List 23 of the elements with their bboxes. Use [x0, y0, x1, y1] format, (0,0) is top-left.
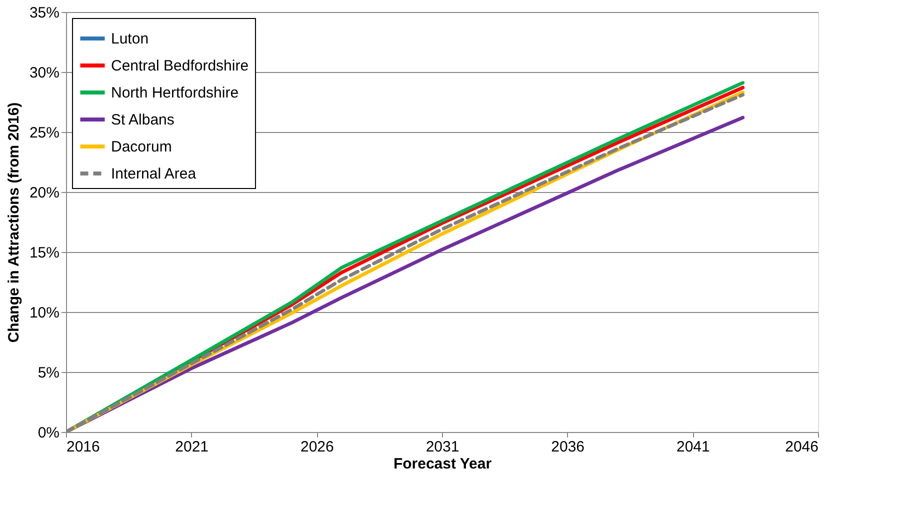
legend-label: North Hertfordshire: [111, 84, 239, 102]
legend-label: Luton: [111, 30, 149, 48]
legend-label: St Albans: [111, 112, 174, 128]
x-tick-label: 2021: [175, 438, 209, 456]
y-tick-label: 35%: [29, 4, 60, 22]
y-tick-label: 25%: [29, 124, 60, 142]
y-tick-label: 30%: [29, 64, 60, 82]
y-tick-label: 5%: [38, 364, 60, 382]
x-tick-label: 2031: [426, 438, 460, 456]
y-tick-label: 0%: [38, 424, 60, 442]
legend-label: Internal Area: [111, 166, 197, 182]
x-tick-label: 2026: [300, 438, 334, 456]
x-tick-label: 2046: [785, 438, 818, 456]
legend-label: Dacorum: [111, 138, 172, 156]
x-axis-title: Forecast Year: [393, 456, 492, 472]
x-tick-label: 2016: [66, 438, 100, 456]
y-tick-label: 20%: [29, 184, 60, 202]
legend-label: Central Bedfordshire: [111, 58, 249, 74]
x-tick-label: 2036: [551, 438, 585, 456]
x-tick-label: 2041: [676, 438, 710, 456]
y-axis-title: Change in Attractions (from 2016): [5, 102, 22, 343]
y-tick-label: 10%: [29, 304, 60, 322]
y-tick-label: 15%: [29, 244, 60, 262]
